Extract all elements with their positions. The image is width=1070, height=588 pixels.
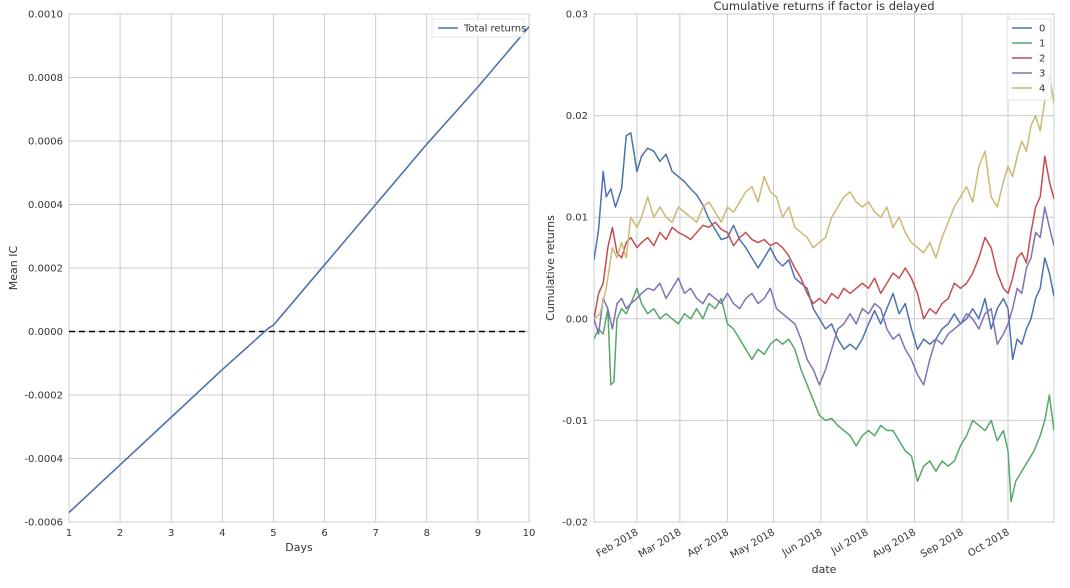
y-tick-labels-left: -0.0006 -0.0004 -0.0002 0.0000 0.0002 0.0004 0… [24, 10, 63, 529]
x-axis-label-left: Days [285, 541, 313, 554]
y-tick-label: -0.0004 [24, 454, 63, 465]
x-tick-label: Jun 2018 [780, 527, 825, 559]
y-tick-label: 0.0006 [28, 137, 63, 148]
series-line-2 [594, 155, 1054, 320]
series-line-4 [594, 74, 1054, 320]
x-tick-label: 5 [270, 528, 276, 539]
grid-right [594, 14, 1054, 522]
y-tick-label: -0.0002 [24, 391, 63, 402]
y-axis-label-right: Cumulative returns [544, 215, 557, 321]
legend-entry-0: 0 [1039, 24, 1045, 35]
legend-entry-3: 3 [1039, 69, 1045, 80]
y-tick-label: -0.0006 [24, 518, 63, 529]
x-tick-label: May 2018 [729, 527, 777, 561]
y-tick-label: 0.00 [566, 314, 588, 325]
x-tick-label: 3 [168, 528, 174, 539]
series-lines-right [594, 74, 1054, 503]
legend-entry-4: 4 [1039, 84, 1045, 95]
x-tick-label: 1 [66, 528, 72, 539]
legend-box [431, 18, 525, 38]
y-tick-label: 0.02 [566, 111, 588, 122]
x-tick-label: Aug 2018 [871, 527, 918, 561]
x-tick-label: 9 [475, 528, 481, 539]
series-line-0 [594, 132, 1054, 361]
x-tick-labels-left: 1 2 3 4 5 6 7 8 9 10 [66, 528, 536, 539]
series-line-3 [594, 206, 1054, 386]
x-tick-label: Jul 2018 [829, 527, 871, 557]
plot-area-right [593, 13, 1055, 523]
x-tick-label: 8 [424, 528, 430, 539]
y-tick-labels-right: -0.02 -0.01 0.00 0.01 0.02 0.03 [562, 10, 588, 529]
grid-left [69, 14, 529, 522]
y-tick-label: 0.0004 [28, 200, 63, 211]
panel-mean-ic: 1 2 3 4 5 6 7 8 9 10 -0.0006 -0.0004 -0.0002 0.0000 0… [7, 10, 535, 555]
x-axis-label-right: date [812, 563, 837, 576]
x-tick-label: Oct 2018 [966, 527, 1011, 559]
x-tick-label: 7 [372, 528, 378, 539]
x-tick-label: 10 [523, 528, 536, 539]
legend-entry-1: 1 [1039, 39, 1045, 50]
x-tick-label: Feb 2018 [595, 527, 641, 560]
y-tick-label: 0.0010 [28, 10, 63, 21]
x-tick-label: 6 [321, 528, 327, 539]
y-axis-label-left: Mean IC [7, 245, 20, 290]
legend-left: Total returns [431, 18, 526, 38]
y-tick-label: 0.0000 [28, 327, 63, 338]
x-tick-label: 4 [219, 528, 225, 539]
series-line-total-returns [68, 26, 530, 514]
y-tick-label: -0.02 [562, 518, 588, 529]
x-tick-label: Sep 2018 [919, 527, 966, 560]
series-lines-left [68, 26, 530, 514]
series-line-1 [594, 287, 1054, 503]
y-tick-label: 0.0002 [28, 264, 63, 275]
y-tick-label: 0.0008 [28, 73, 63, 84]
legend-right: 0 1 2 3 4 [1006, 18, 1052, 101]
legend-entry-2: 2 [1039, 54, 1045, 65]
y-tick-label: -0.01 [562, 416, 588, 427]
legend-entry-label: Total returns [463, 24, 526, 35]
x-tick-label: Mar 2018 [637, 527, 684, 560]
x-tick-label: Apr 2018 [686, 527, 731, 559]
x-tick-label: 2 [117, 528, 123, 539]
y-tick-label: 0.01 [566, 213, 588, 224]
y-tick-label: 0.03 [566, 10, 588, 21]
legend-box [1006, 18, 1052, 101]
chart-title-right: Cumulative returns if factor is delayed [714, 0, 935, 13]
